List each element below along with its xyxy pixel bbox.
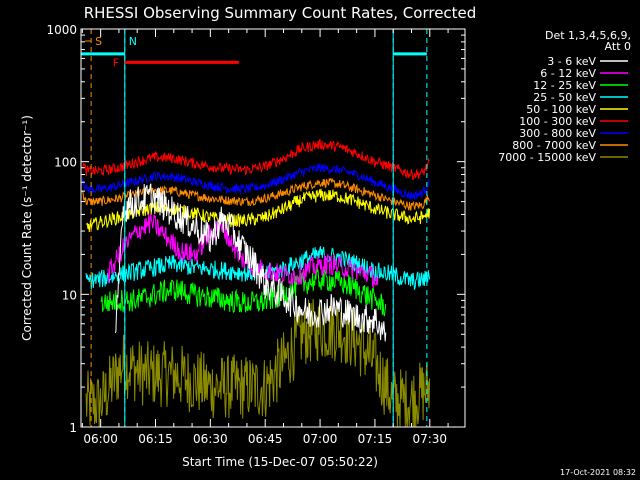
legend-header: Att 0 xyxy=(605,40,631,53)
legend-entry-label: 3 - 6 keV xyxy=(547,55,596,68)
x-tick-label: 06:45 xyxy=(248,432,283,446)
series-line-2 xyxy=(100,267,387,317)
series-line-4 xyxy=(85,188,431,233)
x-tick-label: 06:30 xyxy=(193,432,228,446)
x-tick-label: 07:00 xyxy=(303,432,338,446)
series-line-7 xyxy=(81,178,430,211)
legend-entry-label: 12 - 25 keV xyxy=(533,79,596,92)
plot-frame xyxy=(80,28,466,428)
series-line-8 xyxy=(85,298,431,428)
legend-entry-label: 100 - 300 keV xyxy=(519,115,596,128)
series-line-0 xyxy=(114,183,387,342)
flag-label: S xyxy=(95,35,102,48)
chart-title: RHESSI Observing Summary Count Rates, Co… xyxy=(84,4,477,22)
x-axis: 06:00 06:15 06:30 06:45 07:00 07:15 07:30 xyxy=(81,29,449,446)
y-tick-label: 10 xyxy=(62,288,77,302)
x-tick-label: 06:15 xyxy=(138,432,173,446)
series-layer xyxy=(81,138,431,428)
x-tick-label: 06:00 xyxy=(83,432,118,446)
flags-layer: S NF xyxy=(81,29,428,427)
legend-entry-label: 7000 - 15000 keV xyxy=(498,151,596,164)
legend-entry-label: 6 - 12 keV xyxy=(540,67,596,80)
x-axis-label: Start Time (15-Dec-07 05:50:22) xyxy=(182,455,378,469)
flag-bar-label: F xyxy=(113,56,119,69)
x-tick-label: 07:30 xyxy=(412,432,447,446)
legend-entry-label: 800 - 7000 keV xyxy=(512,139,596,152)
flag-label: N xyxy=(129,35,137,48)
y-tick-label: 1 xyxy=(69,421,77,435)
series-line-1 xyxy=(107,213,379,289)
y-axis-label: Corrected Count Rate (s⁻¹ detector⁻¹) xyxy=(20,115,34,341)
legend-header: Det 1,3,4,5,6,9, xyxy=(545,29,631,42)
legend-entry-label: 300 - 800 keV xyxy=(519,127,596,140)
y-axis: 1 10 100 1000 xyxy=(46,23,465,435)
series-line-6 xyxy=(81,163,430,200)
series-line-5 xyxy=(82,138,430,181)
x-tick-label: 07:15 xyxy=(358,432,393,446)
y-tick-label: 100 xyxy=(54,156,77,170)
generation-timestamp: 17-Oct-2021 08:32 xyxy=(560,468,636,477)
legend-entry-label: 25 - 50 keV xyxy=(533,91,596,104)
legend-entry-label: 50 - 100 keV xyxy=(526,103,596,116)
y-tick-label: 1000 xyxy=(46,23,77,37)
